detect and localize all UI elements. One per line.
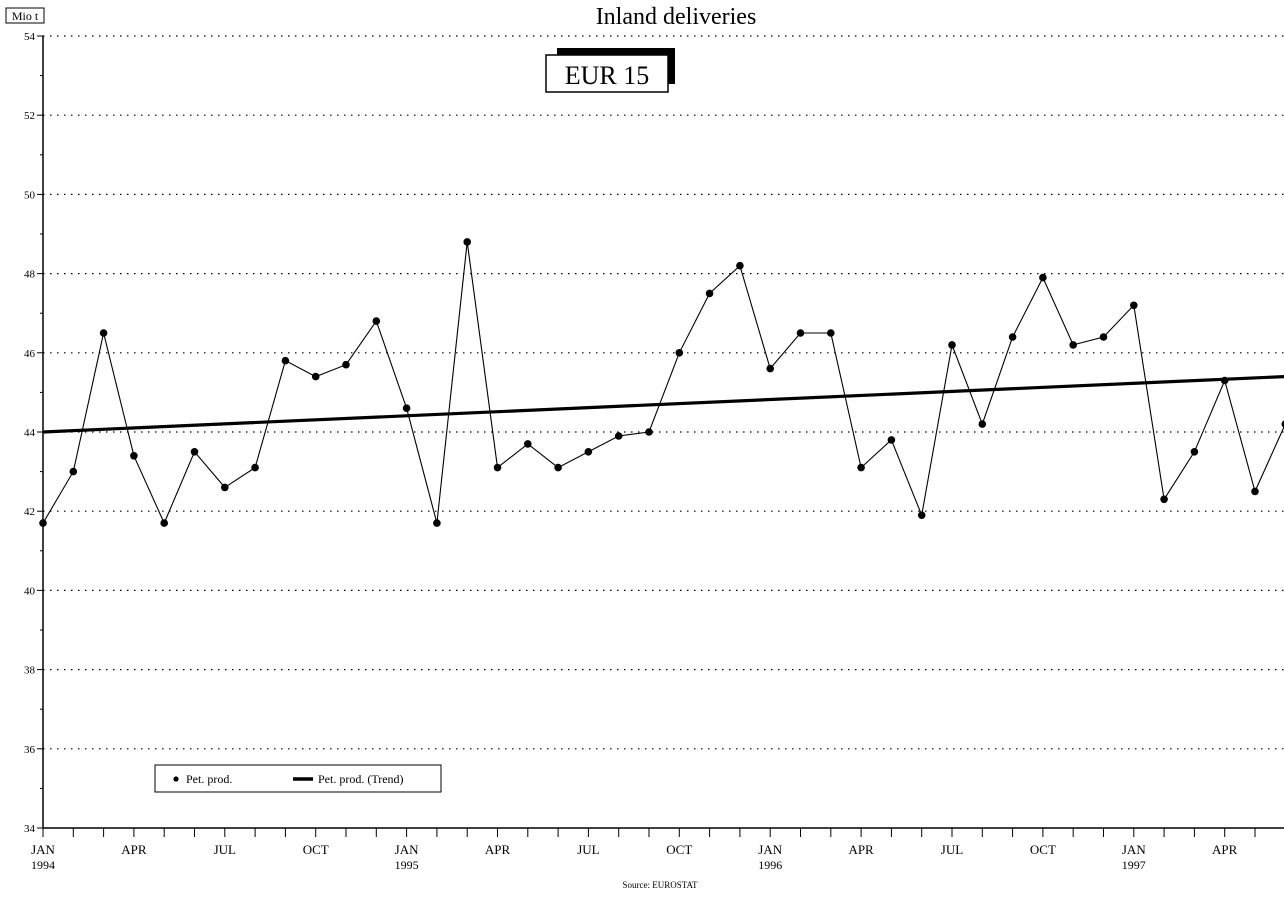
legend: Pet. prod. Pet. prod. (Trend) [155,765,441,792]
legend-label-points: Pet. prod. [186,772,232,786]
legend-marker-points [173,776,178,781]
series-line-pet-prod [43,242,1284,523]
x-tick-year-label: 1994 [31,858,55,872]
data-point [979,420,987,428]
x-tick-label: JAN [395,842,419,857]
y-tick-label: 42 [24,506,35,518]
data-point [797,329,805,337]
x-tick-label: JAN [758,842,782,857]
data-point [312,373,320,381]
data-point [1251,488,1259,496]
x-tick-label: JUL [214,842,236,857]
data-point [1130,302,1138,310]
data-point [554,464,562,472]
data-point [766,365,774,373]
data-point [736,262,744,270]
x-tick-label: JUL [941,842,963,857]
data-point [1191,448,1199,456]
data-point [706,290,714,298]
data-point [1009,333,1017,341]
data-point [948,341,956,349]
region-label: EUR 15 [565,61,650,90]
data-point [39,519,47,527]
x-tick-label: OCT [303,842,329,857]
x-tick-label: APR [1212,842,1238,857]
data-point [70,468,78,476]
data-point [160,519,168,527]
x-tick-label: APR [848,842,874,857]
x-tick-label: APR [121,842,147,857]
data-point [888,436,896,444]
y-tick-label: 34 [24,823,36,835]
data-point [1100,333,1108,341]
data-point [100,329,108,337]
x-tick-label: JAN [1122,842,1146,857]
data-point [615,432,623,440]
data-point [524,440,532,448]
data-point [130,452,138,460]
y-tick-label: 38 [24,665,36,677]
plot-area [39,238,1284,527]
unit-label: Mio t [12,9,39,23]
y-axis: 34 36 38 40 42 44 46 48 50 52 54 [24,31,43,835]
data-point [433,519,441,527]
data-point [373,317,381,325]
x-tick-label: OCT [1030,842,1056,857]
data-point [251,464,259,472]
data-point [857,464,865,472]
x-tick-label: OCT [666,842,692,857]
grid-lines [43,36,1284,749]
y-tick-label: 54 [24,31,36,43]
source-label: Source: EUROSTAT [622,880,698,890]
data-point [918,511,926,519]
data-point [463,238,471,246]
data-point [676,349,684,357]
data-point [403,404,411,412]
x-tick-label: JAN [31,842,55,857]
data-point [645,428,653,436]
x-tick-label: JUL [577,842,599,857]
x-tick-label: APR [485,842,511,857]
y-tick-label: 46 [24,348,36,360]
data-point [221,484,229,492]
data-point [494,464,502,472]
x-tick-year-label: 1996 [758,858,782,872]
x-tick-year-label: 1995 [395,858,419,872]
y-tick-label: 36 [24,744,36,756]
chart-title: Inland deliveries [596,4,757,30]
data-point [1160,496,1168,504]
y-tick-label: 48 [24,269,36,281]
data-point [191,448,199,456]
y-tick-label: 44 [24,427,36,439]
data-point [1039,274,1047,282]
data-point [827,329,835,337]
y-tick-label: 40 [24,585,36,597]
trend-line [43,377,1284,432]
data-point [342,361,350,369]
x-tick-year-label: 1997 [1122,858,1146,872]
data-point [282,357,290,365]
legend-label-trend: Pet. prod. (Trend) [318,772,404,786]
y-tick-label: 52 [24,110,35,122]
y-tick-label: 50 [24,189,36,201]
data-point [585,448,593,456]
data-point [1069,341,1077,349]
